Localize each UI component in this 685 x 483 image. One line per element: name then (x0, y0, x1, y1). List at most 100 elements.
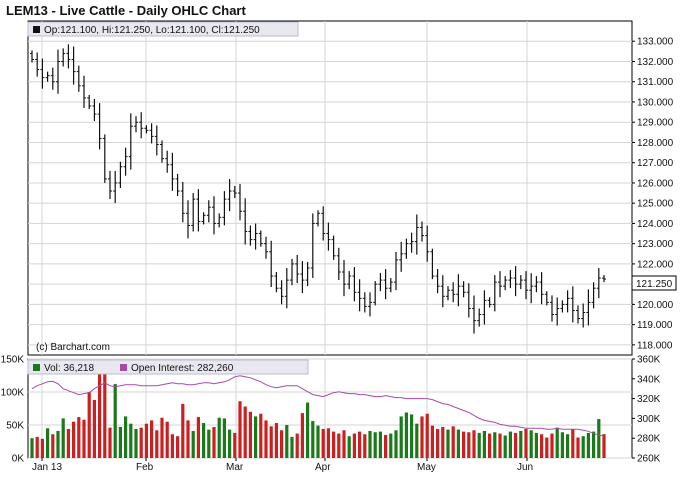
volume-legend (27, 359, 309, 375)
ohlc-bar (295, 254, 300, 284)
ohlc-bar (383, 269, 388, 300)
ohlc-bar (56, 49, 60, 94)
ohlc-bar (591, 282, 596, 309)
volume-bar (446, 429, 450, 458)
ohlc-bar (503, 276, 508, 291)
volume-axis-left: 0K 50K 100K 150K (1, 355, 25, 465)
ohlc-bar (66, 44, 71, 69)
ohlc-bar (399, 241, 404, 272)
ohlc-bar (388, 278, 393, 293)
ohlc-bar (560, 300, 565, 313)
x-tick-label: Jun (517, 462, 533, 473)
volume-bar (472, 430, 476, 458)
volume-bar (441, 426, 445, 458)
volume-bar (134, 428, 138, 458)
ohlc-bar (154, 125, 159, 156)
price-tick-label: 132.000 (637, 57, 674, 68)
ohlc-bar (586, 289, 591, 326)
volume-bar (592, 431, 596, 458)
volume-bar (207, 429, 211, 458)
volume-tick-label: 50K (6, 421, 24, 432)
ohlc-bar (368, 292, 372, 317)
ohlc-bar (40, 58, 45, 89)
legend-swatch-oi (120, 364, 127, 371)
volume-bar (555, 427, 559, 458)
volume-bar (524, 428, 528, 458)
ohlc-bar (269, 240, 274, 288)
ohlc-bar (35, 52, 40, 77)
volume-bar (368, 430, 372, 458)
ohlc-bar (508, 270, 513, 289)
volume-bar (503, 435, 507, 458)
ohlc-bar (596, 268, 601, 299)
ohlc-bar (550, 295, 554, 322)
volume-bar (545, 437, 549, 458)
ohlc-bar (97, 103, 102, 150)
volume-bar (425, 413, 429, 458)
ohlc-bar (477, 308, 482, 327)
ohlc-bar (113, 170, 118, 204)
volume-bar (566, 434, 570, 458)
price-tick-label: 127.000 (637, 158, 674, 169)
oi-tick-label: 360K (637, 355, 661, 366)
oi-tick-label: 260K (637, 454, 661, 465)
ohlc-bar (336, 247, 341, 281)
ohlc-bar (305, 261, 310, 287)
ohlc-bar (212, 196, 216, 235)
ohlc-bar (217, 213, 222, 228)
ohlc-bar (487, 297, 492, 308)
ohlc-bar (409, 232, 414, 253)
volume-bar (378, 431, 382, 458)
ohlc-bar (342, 260, 346, 297)
open-interest-line (31, 375, 605, 437)
ohlc-bar (227, 179, 232, 212)
ohlc-bar (425, 225, 430, 262)
ohlc-bar (76, 65, 81, 92)
ohlc-bar (238, 184, 242, 221)
volume-bar (576, 437, 580, 458)
ohlc-bar (274, 272, 279, 293)
volume-bar (482, 430, 486, 458)
price-tick-label: 126.000 (637, 178, 674, 189)
volume-bar (259, 413, 263, 458)
volume-bar (519, 430, 523, 458)
x-tick-label: May (417, 462, 436, 473)
ohlc-bar (544, 291, 549, 306)
ohlc-bar (446, 286, 450, 301)
volume-bar (248, 411, 252, 458)
oi-axis-right: 260K 280K 300K 320K 340K 360K (632, 355, 661, 465)
volume-bar (436, 428, 440, 458)
volume-bar (508, 431, 512, 458)
price-tick-label: 125.000 (637, 199, 674, 210)
volume-bar (285, 425, 289, 458)
volume-bar (602, 434, 606, 458)
volume-bar (316, 425, 320, 458)
volume-bar (332, 431, 336, 458)
volume-bar (186, 420, 190, 458)
volume-bar (61, 418, 65, 458)
volume-bar (534, 432, 538, 458)
volume-bar (176, 436, 180, 458)
price-tick-label: 123.000 (637, 239, 674, 250)
volume-bar (66, 428, 70, 458)
volume-bar (181, 403, 185, 458)
volume-bar (139, 427, 143, 458)
volume-bar (389, 433, 393, 458)
volume-bar (160, 417, 164, 458)
ohlc-bar (602, 275, 606, 283)
price-tick-label: 118.000 (637, 340, 673, 351)
ohlc-bar (352, 267, 357, 302)
x-axis: Jan 13 Feb Mar Apr May Jun (32, 458, 533, 473)
volume-bar (155, 430, 159, 458)
ohlc-bar (160, 140, 164, 163)
price-legend (27, 21, 299, 37)
volume-bar (358, 431, 362, 458)
volume-bar (352, 433, 356, 458)
ohlc-bar (430, 248, 435, 280)
volume-bar (228, 429, 232, 458)
ohlc-bar (243, 198, 248, 245)
ohlc-bar (139, 112, 144, 139)
price-axis-right: 118.000119.000120.000121.000122.000123.0… (632, 37, 674, 351)
volume-bar (420, 416, 424, 458)
ohlc-bar (555, 297, 560, 326)
